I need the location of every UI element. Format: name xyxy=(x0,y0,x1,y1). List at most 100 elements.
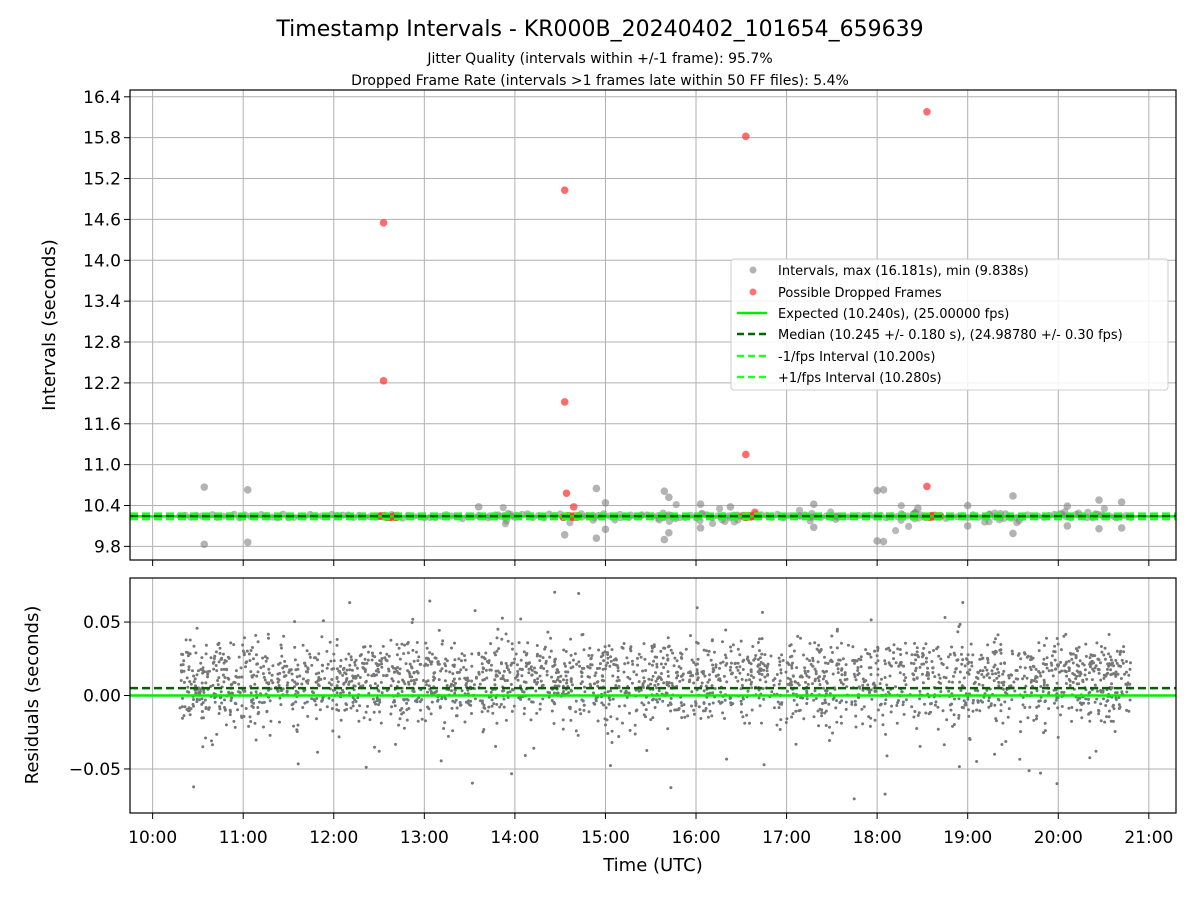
x-tick-label: 10:00 xyxy=(128,828,177,848)
residual-point xyxy=(597,648,601,652)
residual-point xyxy=(593,674,597,678)
residual-point xyxy=(902,712,906,716)
residual-point xyxy=(373,700,377,704)
residual-point xyxy=(821,669,825,673)
residual-point xyxy=(937,654,941,658)
residual-point xyxy=(937,673,941,677)
residual-point xyxy=(617,678,621,682)
residual-point xyxy=(1012,680,1016,684)
residual-point xyxy=(247,724,251,728)
residual-point xyxy=(1060,705,1064,708)
residual-point xyxy=(223,698,226,702)
residual-point xyxy=(194,651,198,655)
residual-point xyxy=(521,690,525,693)
residual-point xyxy=(193,677,197,681)
residual-point xyxy=(1081,662,1085,666)
residual-point xyxy=(620,645,624,649)
residual-point xyxy=(426,690,429,694)
residuals-y-ticks: 0.050.00−0.05 xyxy=(69,613,130,780)
residual-point xyxy=(1070,719,1074,723)
residual-point xyxy=(938,676,942,680)
residual-point xyxy=(582,703,586,707)
residual-point xyxy=(351,700,355,704)
residual-point xyxy=(580,666,584,670)
residual-point xyxy=(745,713,749,717)
residual-point xyxy=(812,698,816,702)
residual-point xyxy=(563,662,566,666)
residual-point xyxy=(366,673,370,677)
residual-point xyxy=(829,645,833,649)
residual-point xyxy=(1062,690,1066,694)
residual-point xyxy=(200,710,204,713)
interval-outlier-point xyxy=(1095,496,1103,504)
residual-point xyxy=(1074,654,1078,658)
residual-point xyxy=(790,715,794,719)
residual-point xyxy=(229,699,233,702)
residual-point xyxy=(194,691,198,695)
residual-point xyxy=(347,682,351,686)
residual-point xyxy=(522,650,526,654)
residual-point xyxy=(489,690,493,694)
residual-point xyxy=(1122,650,1126,654)
y-tick-label-top: 11.0 xyxy=(83,456,121,476)
residual-point xyxy=(601,667,605,671)
residual-point xyxy=(436,660,440,664)
residual-point xyxy=(211,743,214,747)
residual-point xyxy=(480,710,484,714)
residual-point xyxy=(379,721,383,725)
residual-point xyxy=(791,712,795,716)
residual-point xyxy=(886,690,890,694)
residual-point xyxy=(662,681,666,685)
residual-point xyxy=(470,712,473,715)
residual-point xyxy=(191,669,194,673)
residual-point xyxy=(362,662,366,666)
residual-point xyxy=(740,684,744,687)
residual-point xyxy=(310,697,314,701)
residual-point xyxy=(710,684,714,688)
residual-point xyxy=(1059,648,1063,652)
residual-point xyxy=(898,671,902,675)
residual-point xyxy=(1108,655,1112,659)
residual-point xyxy=(1002,669,1006,673)
residual-point xyxy=(719,690,723,694)
legend-label-median: Median (10.245 +/- 0.180 s), (24.98780 +… xyxy=(778,328,1123,343)
residual-point xyxy=(180,670,184,674)
residual-point xyxy=(203,698,207,702)
residual-point xyxy=(703,674,707,678)
residual-point xyxy=(477,672,481,676)
residual-point xyxy=(402,680,406,683)
residual-point xyxy=(725,757,729,761)
residual-point xyxy=(918,689,922,693)
residual-point xyxy=(1083,668,1087,672)
residual-point xyxy=(430,700,434,704)
residual-point xyxy=(415,678,418,682)
residual-point xyxy=(1000,681,1004,685)
residual-point xyxy=(1030,691,1033,695)
residual-point xyxy=(1028,705,1032,709)
residual-point xyxy=(750,708,754,712)
interval-point xyxy=(1084,508,1092,516)
residual-point xyxy=(506,691,510,694)
residual-point xyxy=(1099,702,1103,706)
residual-point xyxy=(481,678,485,682)
residual-point xyxy=(983,665,987,669)
residual-point xyxy=(615,717,619,721)
residual-point xyxy=(295,675,299,679)
residual-point xyxy=(1097,708,1100,712)
residual-point xyxy=(982,675,986,679)
residual-point xyxy=(763,653,767,657)
residual-point xyxy=(481,666,485,670)
residual-point xyxy=(1067,666,1071,670)
interval-outlier-point xyxy=(809,523,818,532)
residual-point xyxy=(370,674,374,678)
residual-point xyxy=(750,680,753,684)
residual-point xyxy=(451,663,455,667)
residual-point xyxy=(578,708,582,712)
residual-point xyxy=(971,653,975,657)
residual-point xyxy=(350,668,354,672)
y-tick-label-bottom: 0.05 xyxy=(83,613,121,633)
residual-point xyxy=(195,626,199,630)
residual-point xyxy=(1111,672,1114,676)
residual-point xyxy=(1009,673,1013,677)
residual-point xyxy=(976,670,980,674)
